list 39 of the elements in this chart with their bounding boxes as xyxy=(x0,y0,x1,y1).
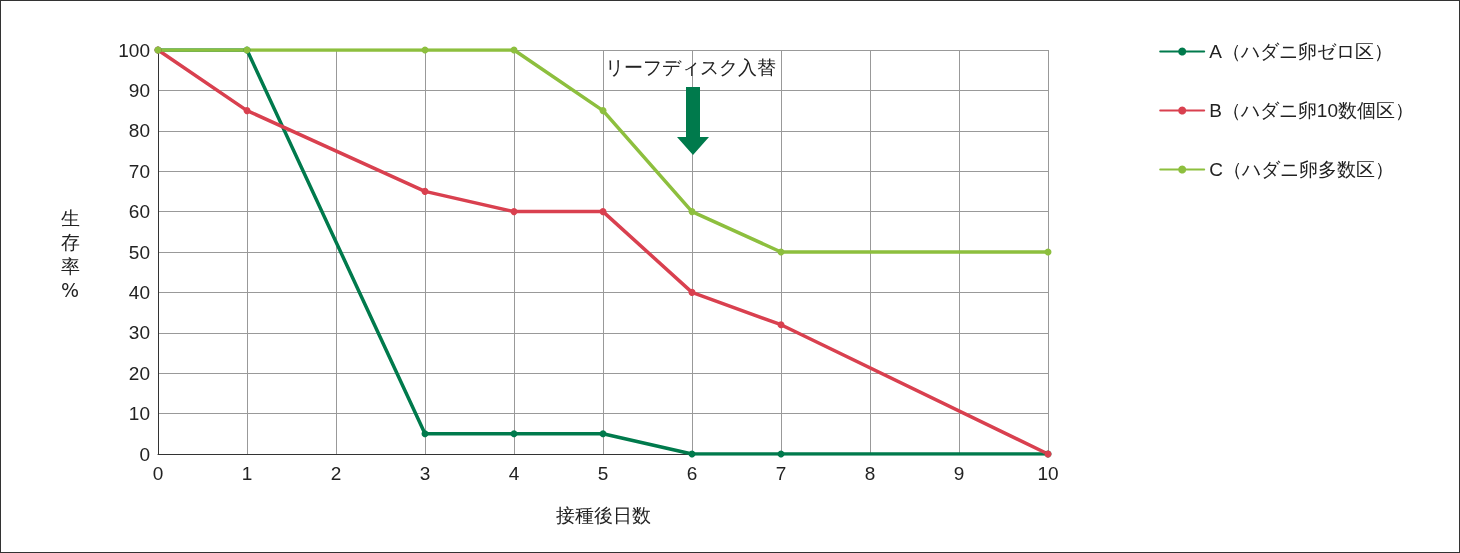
x-tick-label: 2 xyxy=(330,463,342,484)
x-tick-label: 3 xyxy=(419,463,431,484)
point xyxy=(599,430,607,438)
x-tick-label: 4 xyxy=(508,463,520,484)
x-tick-label: 0 xyxy=(152,463,164,484)
y-tick-label: 0 xyxy=(139,443,150,465)
point xyxy=(599,107,607,115)
point xyxy=(599,208,607,216)
legend-label: A（ハダニ卵ゼロ区） xyxy=(1209,41,1393,62)
y-tick-label: 80 xyxy=(128,120,150,142)
y-tick-label: 100 xyxy=(118,39,150,61)
point xyxy=(688,208,696,216)
y-tick-label: 60 xyxy=(128,201,150,223)
y-tick-label: 30 xyxy=(128,322,150,344)
x-tick-label: 6 xyxy=(686,463,698,484)
y-tick-label: 50 xyxy=(128,241,150,263)
annotation: リーフディスク入替 xyxy=(604,55,776,78)
x-tick-label: 7 xyxy=(775,463,787,484)
x-tick-label: 9 xyxy=(953,463,965,484)
x-tick-label: 5 xyxy=(597,463,609,484)
point xyxy=(777,321,785,329)
x-axis-title: 接種後日数 xyxy=(555,505,651,526)
y-tick-label: 10 xyxy=(128,403,150,425)
point xyxy=(510,430,518,438)
x-tick-label: 10 xyxy=(1037,463,1059,484)
point xyxy=(421,430,429,438)
point xyxy=(510,208,518,216)
x-tick-label: 8 xyxy=(864,463,876,484)
y-axis-title: 生存率% xyxy=(59,206,81,302)
point xyxy=(421,187,429,195)
y-tick-label: 90 xyxy=(128,79,150,101)
legend-label: B（ハダニ卵10数個区） xyxy=(1209,100,1415,121)
y-tick-label: 40 xyxy=(128,281,150,303)
y-tick-label: 70 xyxy=(128,160,150,182)
x-tick-label: 1 xyxy=(241,463,253,484)
legend-label: C（ハダニ卵多数区） xyxy=(1209,159,1394,180)
point xyxy=(243,107,251,115)
y-tick-label: 20 xyxy=(128,362,150,384)
point xyxy=(688,288,696,296)
